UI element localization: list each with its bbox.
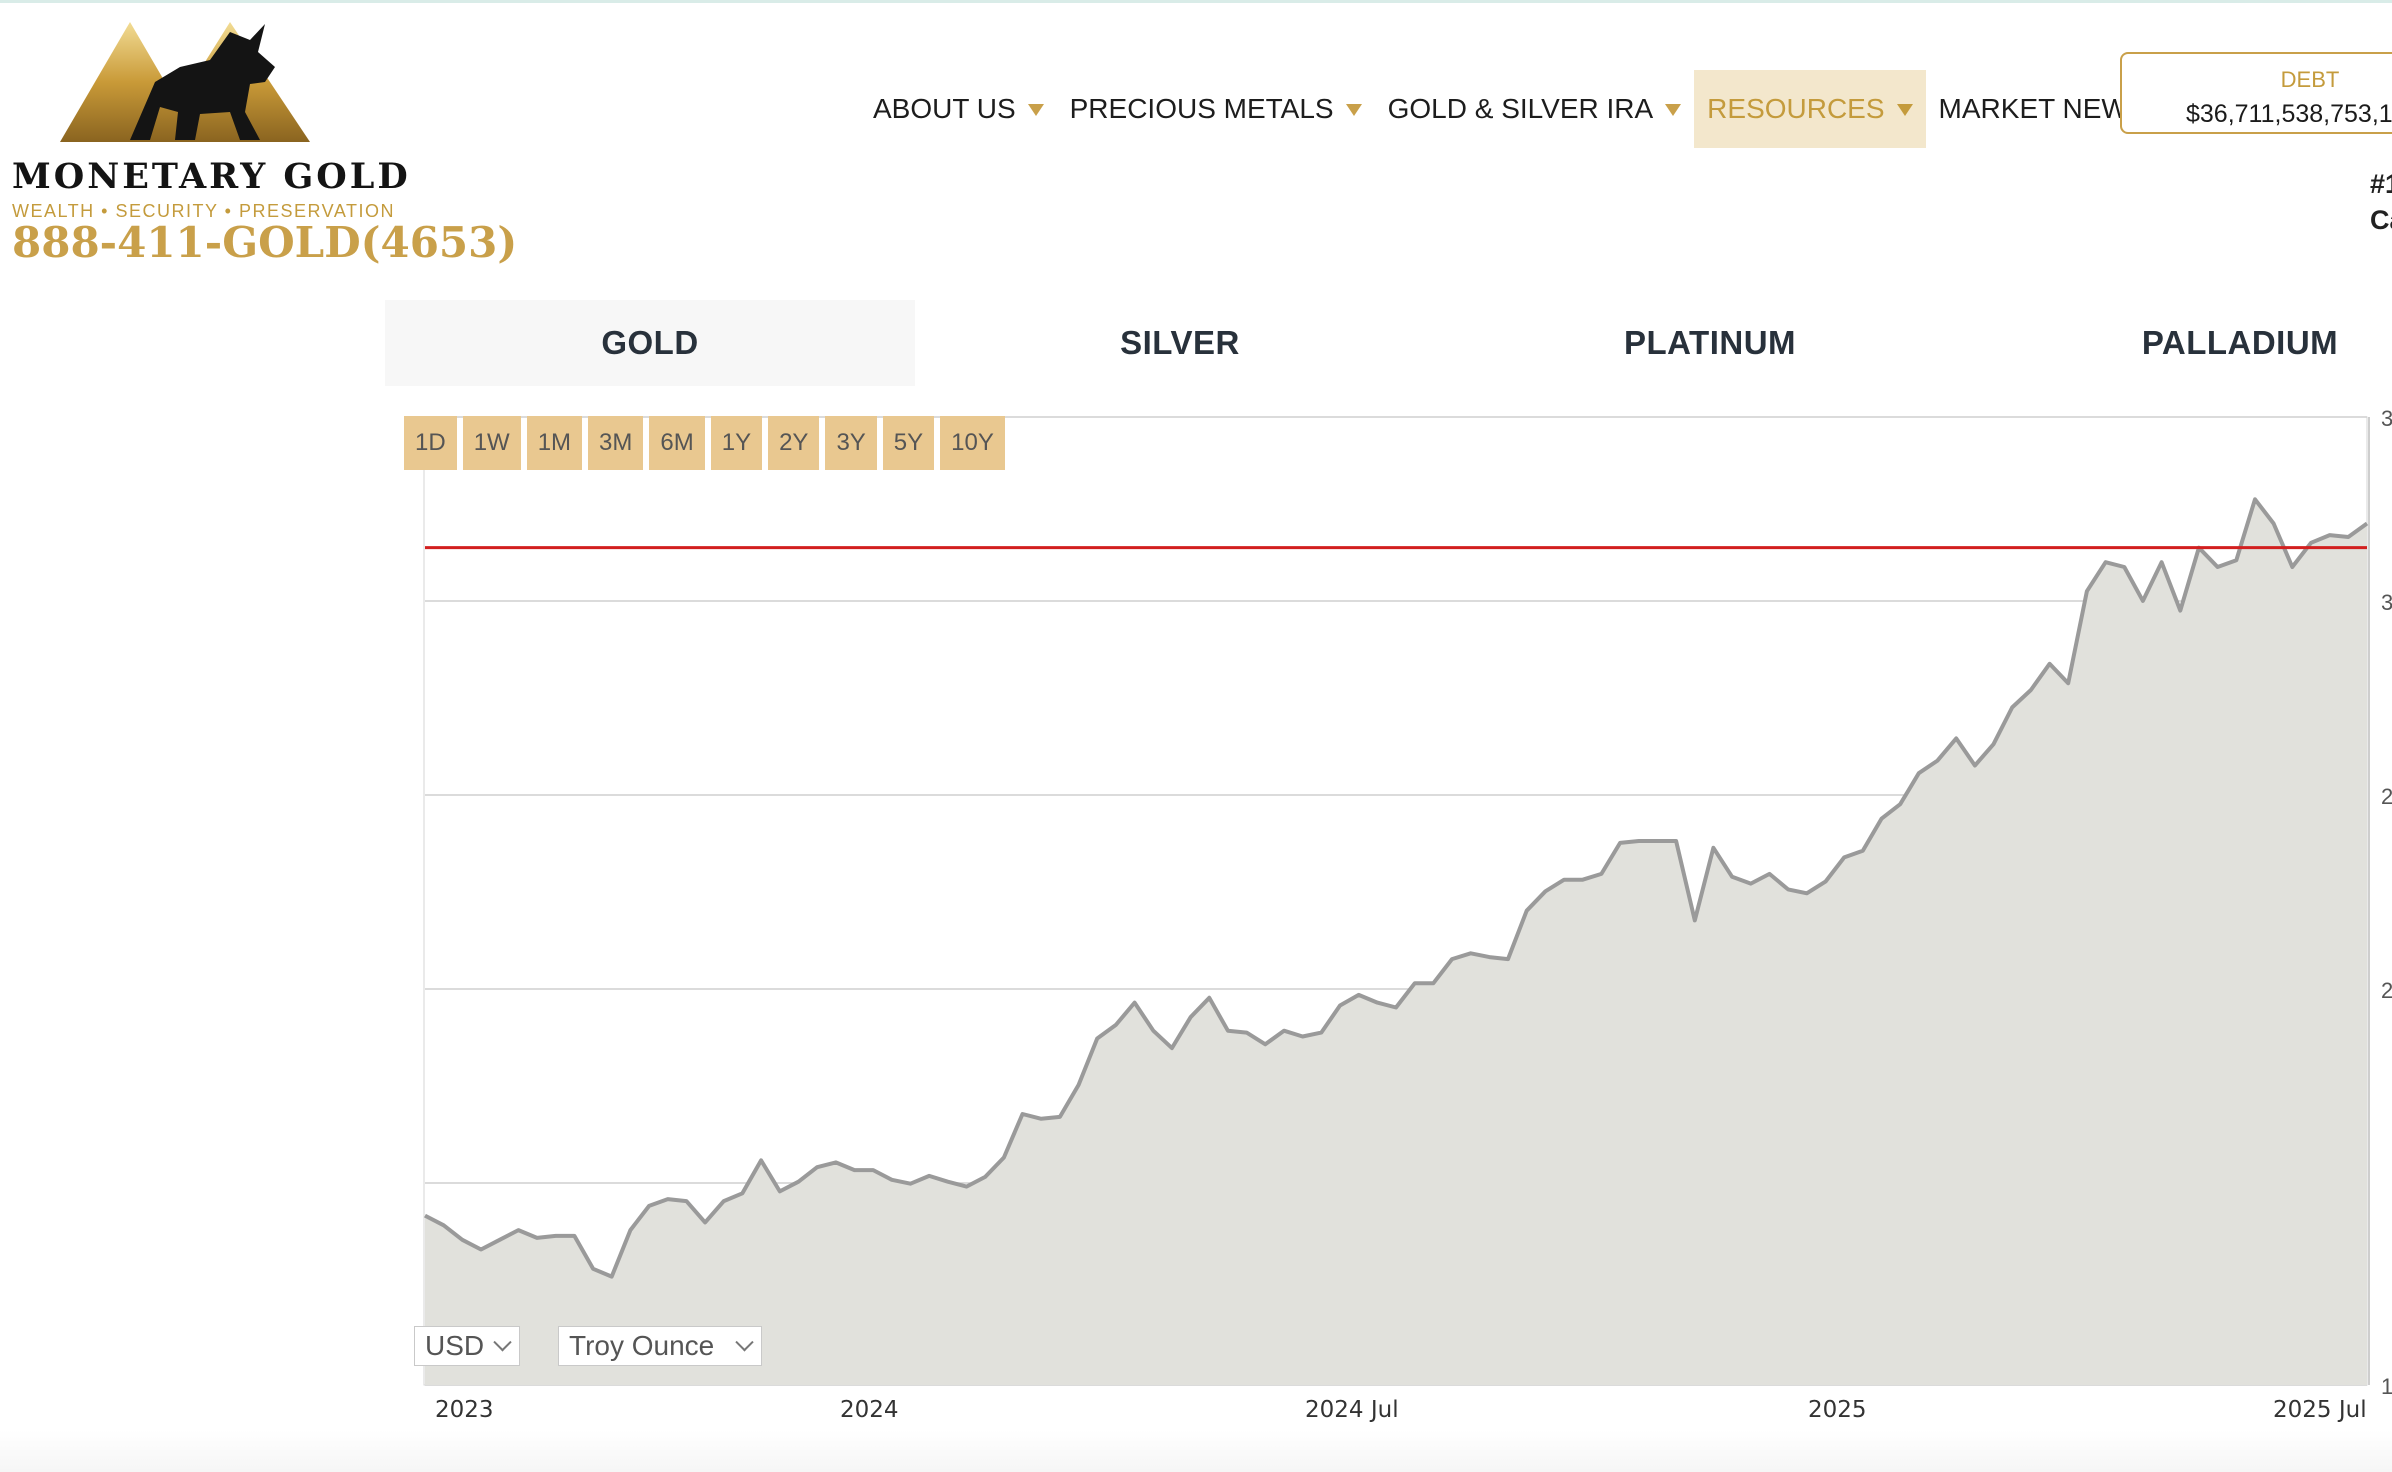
- range-1w-button[interactable]: 1W: [462, 416, 521, 470]
- unit-select[interactable]: Troy Ounce: [558, 1326, 762, 1366]
- range-5y-button[interactable]: 5Y: [882, 416, 935, 470]
- top-border: [0, 0, 2392, 3]
- range-2y-button[interactable]: 2Y: [768, 416, 820, 470]
- nav-gold-silver-ira[interactable]: GOLD & SILVER IRA: [1375, 70, 1695, 148]
- y-tick-label: 1: [2381, 1374, 2392, 1399]
- metal-tabs: GOLD SILVER PLATINUM PALLADIUM: [385, 300, 2392, 386]
- main-nav: ABOUT US PRECIOUS METALS GOLD & SILVER I…: [860, 70, 2160, 148]
- debt-clock[interactable]: DEBT $36,711,538,753,1: [2120, 52, 2392, 134]
- range-1y-button[interactable]: 1Y: [710, 416, 763, 470]
- logo[interactable]: MONETARY GOLD WEALTH • SECURITY • PRESER…: [10, 12, 517, 267]
- caret-down-icon: [1896, 104, 1913, 116]
- debt-value: $36,711,538,753,1: [2186, 100, 2392, 128]
- price-chart: 1 2 2 3 3 2023 2024 2024 Jul 2025 2025 Jul: [385, 405, 2392, 1430]
- price-area: [425, 499, 2367, 1385]
- brand-name: MONETARY GOLD: [12, 156, 411, 197]
- side-note-line: #1: [2370, 169, 2392, 199]
- chevron-down-icon: [493, 1332, 512, 1351]
- range-10y-button[interactable]: 10Y: [940, 416, 1005, 470]
- range-6m-button[interactable]: 6M: [649, 416, 705, 470]
- y-tick-label: 3: [2381, 406, 2392, 431]
- x-tick-label: 2025 Jul: [2273, 1397, 2367, 1423]
- price-chart-svg: 1 2 2 3 3 2023 2024 2024 Jul 2025 2025 Jul: [423, 406, 2392, 1423]
- range-selector: 1D 1W 1M 3M 6M 1Y 2Y 3Y 5Y 10Y: [404, 416, 1011, 470]
- side-note: #1 Ca: [2370, 166, 2392, 238]
- page-footer-shade: [0, 1430, 2392, 1472]
- tab-platinum[interactable]: PLATINUM: [1623, 324, 1797, 361]
- currency-select-value: USD: [425, 1330, 485, 1361]
- nav-about-us[interactable]: ABOUT US: [860, 70, 1057, 148]
- nav-precious-metals[interactable]: PRECIOUS METALS: [1057, 70, 1375, 148]
- range-3y-button[interactable]: 3Y: [825, 416, 877, 470]
- x-tick-label: 2025: [1808, 1397, 1867, 1423]
- price-line: [424, 497, 2369, 1279]
- bull-mountain-logo-icon: [60, 22, 310, 142]
- range-3m-button[interactable]: 3M: [588, 416, 644, 470]
- range-1d-button[interactable]: 1D: [404, 416, 457, 470]
- y-tick-label: 2: [2381, 784, 2392, 809]
- y-tick-label: 2: [2381, 978, 2392, 1003]
- x-tick-label: 2024 Jul: [1305, 1397, 1399, 1423]
- currency-select[interactable]: USD: [414, 1326, 520, 1366]
- nav-label: GOLD & SILVER IRA: [1387, 93, 1654, 124]
- phone-number[interactable]: 888-411-GOLD(4653): [12, 218, 518, 267]
- nav-label: ABOUT US: [873, 93, 1016, 124]
- caret-down-icon: [1665, 104, 1682, 116]
- chevron-down-icon: [735, 1332, 754, 1351]
- tab-palladium[interactable]: PALLADIUM: [2141, 324, 2339, 361]
- side-note-line: Ca: [2370, 205, 2392, 235]
- nav-label: MARKET NEWS: [1938, 93, 2147, 124]
- caret-down-icon: [1027, 104, 1044, 116]
- unit-select-value: Troy Ounce: [569, 1330, 715, 1361]
- debt-label: DEBT: [2280, 67, 2340, 92]
- x-tick-label: 2023: [435, 1397, 494, 1423]
- caret-down-icon: [1345, 104, 1362, 116]
- brand-tagline: WEALTH • SECURITY • PRESERVATION: [12, 201, 395, 221]
- y-tick-label: 3: [2381, 590, 2392, 615]
- nav-market-news[interactable]: MARKET NEWS: [1926, 70, 2160, 148]
- nav-label: PRECIOUS METALS: [1069, 93, 1334, 124]
- x-tick-label: 2024: [840, 1397, 899, 1423]
- nav-resources[interactable]: RESOURCES: [1694, 70, 1926, 148]
- range-1m-button[interactable]: 1M: [526, 416, 583, 470]
- tab-gold[interactable]: GOLD: [385, 300, 915, 386]
- nav-label: RESOURCES: [1707, 93, 1885, 124]
- tab-silver[interactable]: SILVER: [1120, 324, 1240, 361]
